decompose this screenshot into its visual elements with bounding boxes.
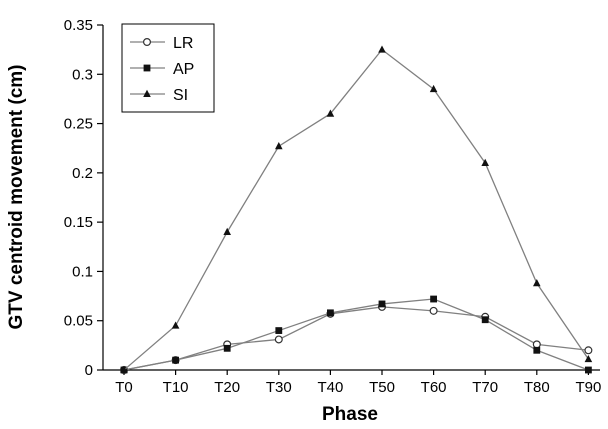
x-tick-label: T30 <box>266 379 292 396</box>
data-point-ap <box>172 356 179 364</box>
legend-label-lr: LR <box>173 35 193 52</box>
legend-marker-si <box>143 89 151 97</box>
data-point-lr <box>532 340 541 349</box>
x-tick-label: T80 <box>524 379 550 396</box>
data-point-si <box>378 45 386 53</box>
series-line-lr <box>123 306 589 371</box>
data-point-lr <box>584 346 593 355</box>
x-axis-ticks: T0 T10 T20 T30 T40 T50 T60 T70 T80 T90 <box>115 370 601 396</box>
legend-label-ap: AP <box>173 61 194 78</box>
x-tick-label: T90 <box>575 379 601 396</box>
data-point-lr <box>429 306 438 315</box>
legend-marker-lr <box>143 37 152 46</box>
data-point-si <box>584 354 593 363</box>
y-tick-label: 0.25 <box>64 116 93 133</box>
x-tick-label: T40 <box>317 379 343 396</box>
data-point-ap <box>275 327 283 334</box>
y-axis-ticks: 0 0.05 0.1 0.15 0.2 0.25 0.3 0.35 <box>64 17 103 379</box>
data-point-si <box>533 279 541 287</box>
x-tick-label: T0 <box>115 379 133 396</box>
data-point-si <box>120 365 128 373</box>
x-tick-label: T20 <box>214 379 240 396</box>
y-tick-label: 0.1 <box>72 263 93 280</box>
series-si <box>120 45 593 373</box>
series-line-ap <box>123 298 589 371</box>
series-line-si <box>123 48 589 371</box>
x-tick-label: T50 <box>369 379 395 396</box>
y-tick-label: 0.15 <box>64 214 93 231</box>
series-lr <box>119 302 593 375</box>
series-layer <box>119 45 593 375</box>
legend-label-si: SI <box>173 87 188 104</box>
data-point-si <box>326 109 335 117</box>
x-tick-label: T70 <box>472 379 498 396</box>
data-point-lr <box>274 335 283 344</box>
data-point-ap <box>378 300 386 308</box>
data-point-ap <box>533 346 541 354</box>
data-point-si <box>275 142 283 150</box>
data-point-si <box>223 227 231 235</box>
data-point-si <box>481 158 489 166</box>
series-ap <box>120 295 592 374</box>
legend: LR AP SI <box>121 23 215 113</box>
y-tick-label: 0.05 <box>64 313 93 330</box>
data-point-ap <box>327 309 334 317</box>
data-point-ap <box>585 366 592 374</box>
y-tick-label: 0.2 <box>72 165 93 182</box>
y-tick-label: 0.3 <box>72 66 93 83</box>
plot-area <box>102 25 600 371</box>
x-tick-label: T10 <box>163 379 189 396</box>
y-axis-title: GTV centroid movement (cm) <box>6 65 27 330</box>
data-point-ap <box>223 344 231 352</box>
legend-marker-ap <box>143 64 151 72</box>
data-point-ap <box>430 295 437 303</box>
data-point-si <box>171 321 180 329</box>
legend-items: LR AP SI <box>130 35 194 104</box>
data-point-si <box>429 84 438 93</box>
x-axis-title: Phase <box>322 404 378 425</box>
data-point-ap <box>481 316 489 324</box>
x-tick-label: T60 <box>421 379 447 396</box>
y-tick-label: 0.35 <box>64 17 93 34</box>
y-tick-label: 0 <box>85 362 93 379</box>
